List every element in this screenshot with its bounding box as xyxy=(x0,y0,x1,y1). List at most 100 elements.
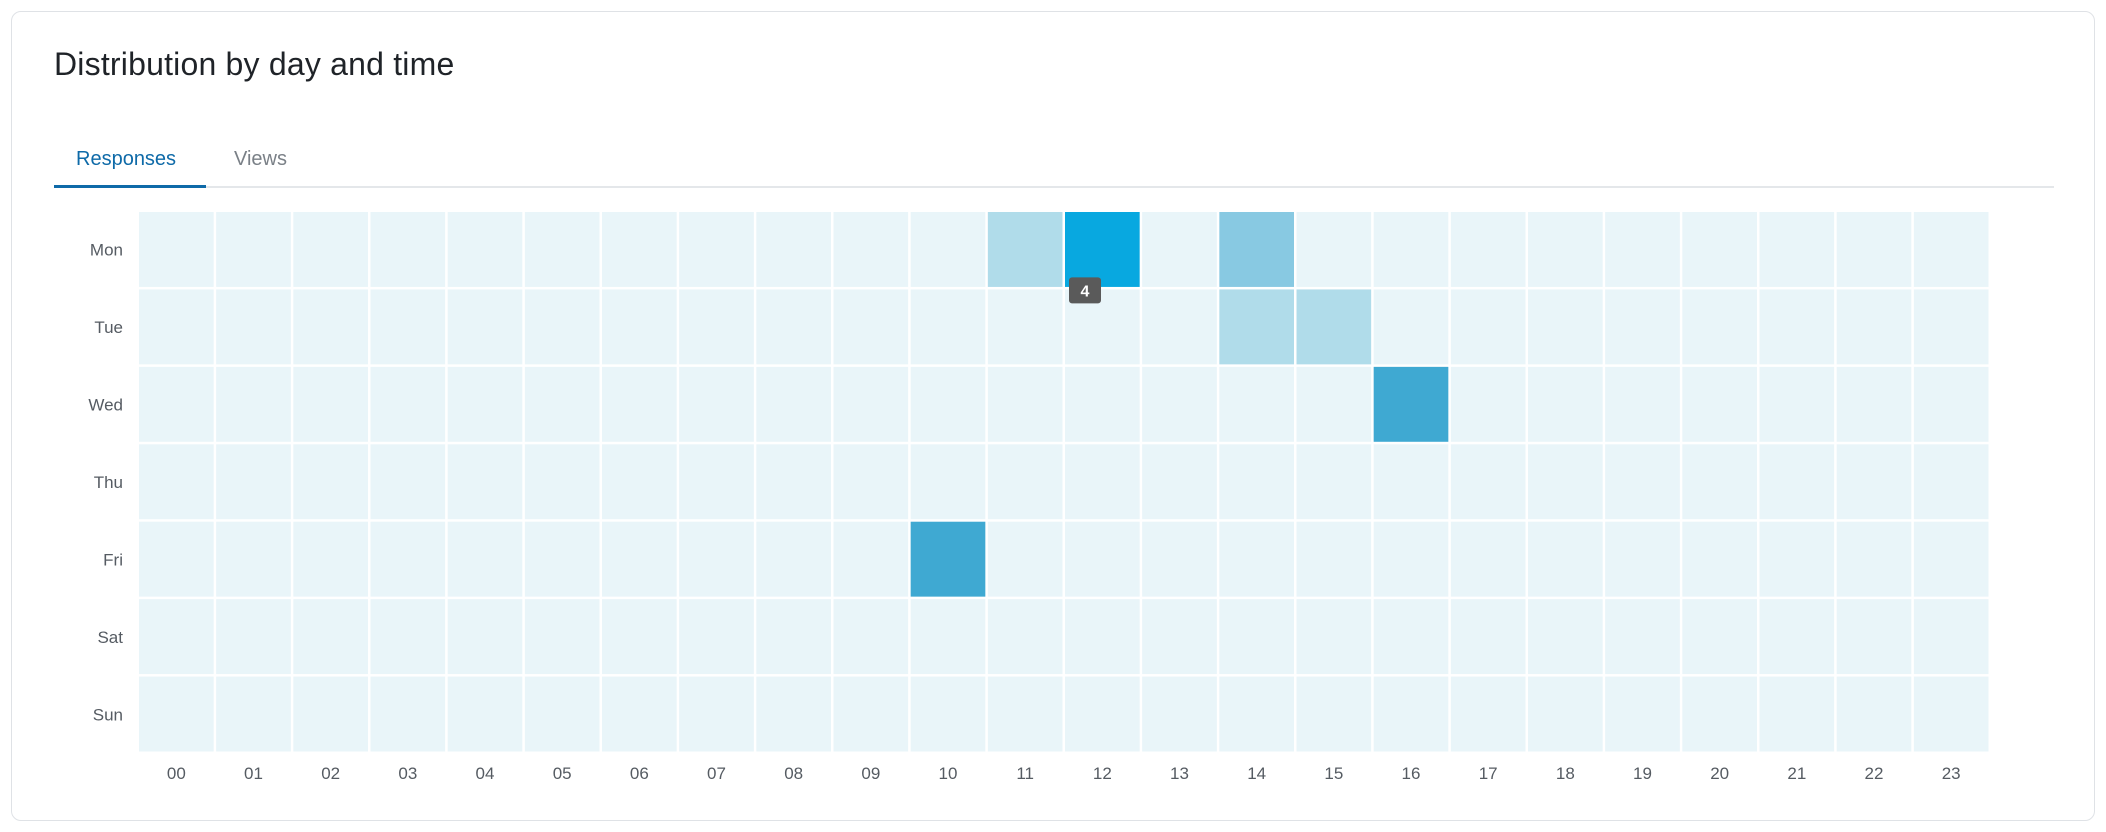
heatmap-cell-thu-13[interactable] xyxy=(1142,444,1217,520)
heatmap-cell-sat-23[interactable] xyxy=(1913,599,1989,675)
heatmap-cell-thu-22[interactable] xyxy=(1836,444,1912,520)
heatmap-cell-wed-21[interactable] xyxy=(1759,366,1835,442)
heatmap-cell-mon-09[interactable] xyxy=(833,212,909,287)
heatmap-cell-sat-02[interactable] xyxy=(293,599,368,675)
heatmap-cell-tue-03[interactable] xyxy=(370,289,446,365)
heatmap-cell-sat-22[interactable] xyxy=(1836,599,1912,675)
heatmap-cell-sun-11[interactable] xyxy=(987,676,1063,752)
heatmap-cell-sat-18[interactable] xyxy=(1528,599,1603,675)
heatmap-cell-wed-15[interactable] xyxy=(1296,366,1372,442)
heatmap-cell-thu-00[interactable] xyxy=(139,444,214,520)
heatmap-cell-wed-12[interactable] xyxy=(1065,366,1140,442)
heatmap-cell-mon-19[interactable] xyxy=(1605,212,1680,287)
heatmap-cell-sun-08[interactable] xyxy=(756,676,831,752)
heatmap-cell-sun-14[interactable] xyxy=(1219,676,1294,752)
heatmap-cell-sat-09[interactable] xyxy=(833,599,909,675)
heatmap-cell-wed-04[interactable] xyxy=(447,366,523,442)
heatmap-cell-thu-16[interactable] xyxy=(1373,444,1449,520)
heatmap-cell-thu-09[interactable] xyxy=(833,444,909,520)
heatmap-cell-thu-20[interactable] xyxy=(1682,444,1757,520)
heatmap-cell-sun-15[interactable] xyxy=(1296,676,1372,752)
heatmap-cell-sun-21[interactable] xyxy=(1759,676,1835,752)
heatmap-cell-thu-21[interactable] xyxy=(1759,444,1835,520)
heatmap-cell-mon-05[interactable] xyxy=(524,212,600,287)
heatmap-cell-wed-20[interactable] xyxy=(1682,366,1757,442)
heatmap-cell-sun-09[interactable] xyxy=(833,676,909,752)
heatmap-cell-tue-21[interactable] xyxy=(1759,289,1835,365)
heatmap-cell-fri-09[interactable] xyxy=(833,521,909,597)
heatmap-cell-wed-09[interactable] xyxy=(833,366,909,442)
heatmap-cell-sat-05[interactable] xyxy=(524,599,600,675)
heatmap-cell-wed-19[interactable] xyxy=(1605,366,1680,442)
heatmap-cell-sat-07[interactable] xyxy=(679,599,754,675)
heatmap-cell-thu-11[interactable] xyxy=(987,444,1063,520)
heatmap-cell-sat-11[interactable] xyxy=(987,599,1063,675)
heatmap-cell-wed-18[interactable] xyxy=(1528,366,1603,442)
heatmap-cell-fri-17[interactable] xyxy=(1450,521,1526,597)
heatmap-cell-sun-05[interactable] xyxy=(524,676,600,752)
heatmap-cell-wed-01[interactable] xyxy=(216,366,291,442)
heatmap-cell-sun-16[interactable] xyxy=(1373,676,1449,752)
heatmap-cell-sun-12[interactable] xyxy=(1065,676,1140,752)
heatmap-cell-sat-06[interactable] xyxy=(602,599,677,675)
heatmap-cell-sun-00[interactable] xyxy=(139,676,214,752)
heatmap-cell-mon-11[interactable] xyxy=(987,212,1063,287)
heatmap-cell-fri-11[interactable] xyxy=(987,521,1063,597)
heatmap-cell-sat-15[interactable] xyxy=(1296,599,1372,675)
heatmap-cell-wed-08[interactable] xyxy=(756,366,831,442)
heatmap-cell-mon-21[interactable] xyxy=(1759,212,1835,287)
heatmap-cell-fri-12[interactable] xyxy=(1065,521,1140,597)
heatmap-cell-tue-02[interactable] xyxy=(293,289,368,365)
heatmap-cell-tue-05[interactable] xyxy=(524,289,600,365)
heatmap-cell-thu-15[interactable] xyxy=(1296,444,1372,520)
heatmap-cell-sun-02[interactable] xyxy=(293,676,368,752)
heatmap-cell-wed-13[interactable] xyxy=(1142,366,1217,442)
heatmap-cell-thu-14[interactable] xyxy=(1219,444,1294,520)
heatmap-cell-mon-07[interactable] xyxy=(679,212,754,287)
heatmap-cell-tue-18[interactable] xyxy=(1528,289,1603,365)
heatmap-cell-fri-16[interactable] xyxy=(1373,521,1449,597)
heatmap-cell-sun-17[interactable] xyxy=(1450,676,1526,752)
heatmap-cell-thu-18[interactable] xyxy=(1528,444,1603,520)
heatmap-cell-fri-05[interactable] xyxy=(524,521,600,597)
heatmap-cell-wed-16[interactable] xyxy=(1373,366,1449,442)
heatmap-cell-sun-20[interactable] xyxy=(1682,676,1757,752)
heatmap-cell-fri-20[interactable] xyxy=(1682,521,1757,597)
heatmap-cell-sat-13[interactable] xyxy=(1142,599,1217,675)
heatmap-cell-sun-22[interactable] xyxy=(1836,676,1912,752)
heatmap-cell-thu-12[interactable] xyxy=(1065,444,1140,520)
heatmap-cell-thu-02[interactable] xyxy=(293,444,368,520)
heatmap-cell-sat-03[interactable] xyxy=(370,599,446,675)
heatmap-cell-fri-08[interactable] xyxy=(756,521,831,597)
heatmap-cell-sun-10[interactable] xyxy=(910,676,986,752)
heatmap-cell-wed-17[interactable] xyxy=(1450,366,1526,442)
heatmap-cell-mon-00[interactable] xyxy=(139,212,214,287)
heatmap-cell-thu-01[interactable] xyxy=(216,444,291,520)
heatmap-cell-tue-15[interactable] xyxy=(1296,289,1372,365)
heatmap-cell-mon-13[interactable] xyxy=(1142,212,1217,287)
heatmap-cell-mon-02[interactable] xyxy=(293,212,368,287)
heatmap-cell-fri-01[interactable] xyxy=(216,521,291,597)
heatmap-cell-mon-15[interactable] xyxy=(1296,212,1372,287)
heatmap-cell-sun-13[interactable] xyxy=(1142,676,1217,752)
heatmap-cell-mon-23[interactable] xyxy=(1913,212,1989,287)
heatmap-cell-tue-13[interactable] xyxy=(1142,289,1217,365)
heatmap-cell-mon-22[interactable] xyxy=(1836,212,1912,287)
heatmap-cell-tue-10[interactable] xyxy=(910,289,986,365)
heatmap-cell-fri-10[interactable] xyxy=(910,521,986,597)
heatmap-cell-thu-03[interactable] xyxy=(370,444,446,520)
heatmap-cell-mon-18[interactable] xyxy=(1528,212,1603,287)
heatmap-cell-sun-06[interactable] xyxy=(602,676,677,752)
heatmap-cell-tue-17[interactable] xyxy=(1450,289,1526,365)
heatmap-cell-fri-18[interactable] xyxy=(1528,521,1603,597)
heatmap-cell-tue-22[interactable] xyxy=(1836,289,1912,365)
heatmap-cell-tue-23[interactable] xyxy=(1913,289,1989,365)
heatmap-cell-sat-00[interactable] xyxy=(139,599,214,675)
heatmap-cell-sun-07[interactable] xyxy=(679,676,754,752)
heatmap-cell-fri-03[interactable] xyxy=(370,521,446,597)
heatmap-cell-wed-05[interactable] xyxy=(524,366,600,442)
heatmap-cell-sun-03[interactable] xyxy=(370,676,446,752)
heatmap-cell-fri-15[interactable] xyxy=(1296,521,1372,597)
heatmap-cell-mon-04[interactable] xyxy=(447,212,523,287)
heatmap-cell-tue-20[interactable] xyxy=(1682,289,1757,365)
